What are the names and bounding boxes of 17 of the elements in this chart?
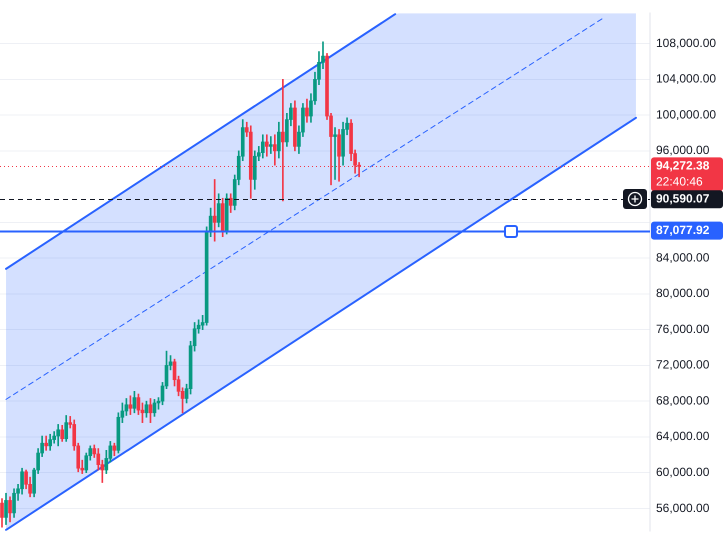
y-tick-label: 96,000.00 <box>656 143 710 158</box>
text: 22:40:46 <box>656 174 704 189</box>
y-tick-label: 68,000.00 <box>656 393 710 408</box>
y-tick-label: 104,000.00 <box>656 72 716 86</box>
y-tick-label: 80,000.00 <box>656 286 710 300</box>
y-tick-label: 84,000.00 <box>656 250 710 264</box>
y-tick-label: 72,000.00 <box>656 358 710 372</box>
ref-line-label: 94,272.38 <box>656 158 710 173</box>
y-tick-label: 108,000.00 <box>656 36 716 50</box>
y-tick-label: 100,000.00 <box>656 107 716 122</box>
y-tick-label: 76,000.00 <box>656 322 710 336</box>
y-tick-label: 64,000.00 <box>656 429 710 444</box>
ref-line-label: 87,077.92 <box>656 222 710 237</box>
candlestick <box>333 127 337 180</box>
y-tick-label: 56,000.00 <box>656 500 710 515</box>
y-tick-label: 60,000.00 <box>656 465 710 480</box>
ref-line-label: 90,590.07 <box>656 192 710 206</box>
